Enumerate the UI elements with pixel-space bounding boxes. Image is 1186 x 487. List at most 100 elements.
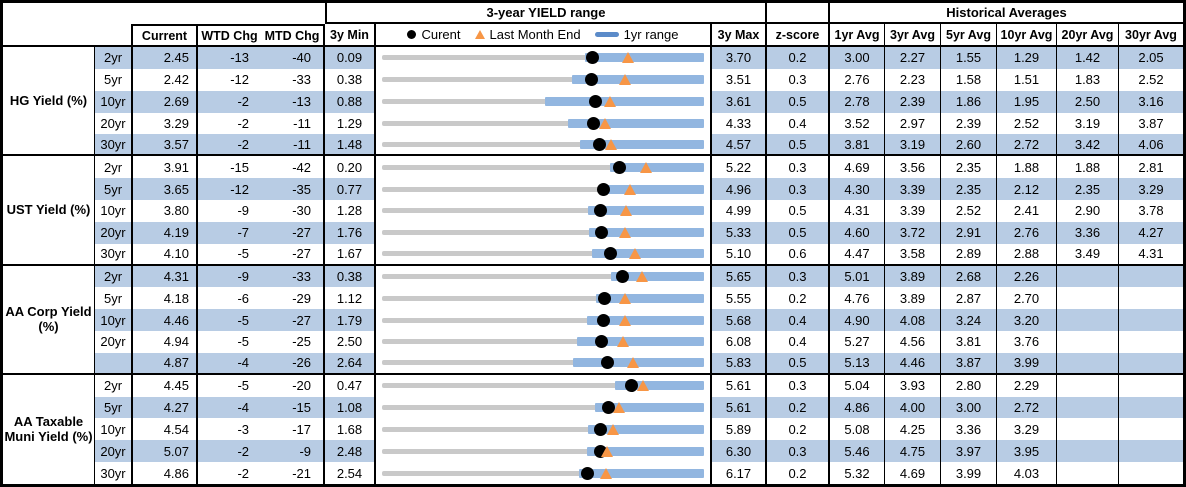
- 3yr-avg-cell: 4.56: [885, 331, 941, 353]
- 3y-min-cell: 1.68: [325, 418, 376, 441]
- 1yr-range-bar: [586, 446, 704, 456]
- 30yr-avg-cell: [1119, 396, 1183, 419]
- 5yr-avg-cell: 3.00: [941, 396, 997, 419]
- tenor-cell: 30yr: [95, 243, 133, 266]
- mtd-chg-cell: -17: [261, 418, 325, 441]
- z-score-cell: 0.4: [767, 331, 830, 353]
- 5yr-avg-cell: 3.87: [941, 352, 997, 375]
- 3y-range-track: [382, 55, 704, 61]
- col-header-3yr-avg: 3yr Avg: [885, 24, 941, 47]
- 30yr-avg-cell: [1119, 331, 1183, 353]
- 5yr-avg-cell: 2.60: [941, 134, 997, 157]
- current-value-cell: 4.86: [133, 462, 198, 484]
- 1yr-range-bar: [585, 53, 704, 63]
- 3y-range-track: [382, 164, 704, 170]
- 20yr-avg-cell: [1057, 440, 1119, 463]
- wtd-chg-cell: -2: [237, 465, 249, 481]
- 20yr-avg-cell: [1057, 396, 1119, 419]
- current-value-cell: 4.10: [133, 243, 198, 266]
- 1yr-avg-cell: 3.00: [830, 47, 885, 69]
- mtd-chg-cell: -25: [261, 331, 325, 353]
- 3y-min-cell: 1.12: [325, 287, 376, 310]
- 5yr-avg-cell: 2.52: [941, 199, 997, 222]
- tenor-cell: 2yr: [95, 265, 133, 288]
- range-dash-icon: [594, 32, 619, 37]
- wtd-chg-cell: -9: [237, 203, 249, 219]
- month-end-triangle-marker: [620, 205, 633, 217]
- current-dot-marker: [596, 182, 610, 196]
- 3y-range-track: [382, 295, 704, 301]
- month-end-triangle-marker: [626, 357, 639, 369]
- month-end-triangle-marker: [604, 138, 617, 150]
- 30yr-avg-cell: [1119, 309, 1183, 332]
- z-score-cell: 0.3: [767, 265, 830, 288]
- 1yr-range-bar: [568, 118, 704, 128]
- 5yr-avg-cell: 2.39: [941, 112, 997, 135]
- 3y-min-cell: 1.08: [325, 396, 376, 419]
- 3yr-avg-cell: 3.39: [885, 178, 941, 200]
- 3yr-avg-cell: 2.27: [885, 47, 941, 69]
- current-dot-icon: [407, 30, 417, 39]
- 5yr-avg-cell: 2.89: [941, 243, 997, 266]
- tenor-cell: 20yr: [95, 440, 133, 463]
- 3y-max-cell: 5.55: [712, 287, 767, 310]
- 10yr-avg-cell: 2.29: [997, 374, 1057, 397]
- yield-range-chart: [376, 374, 712, 397]
- tenor-cell: 5yr: [95, 178, 133, 200]
- z-score-cell: 0.3: [767, 374, 830, 397]
- 20yr-avg-cell: [1057, 462, 1119, 484]
- 3yr-avg-cell: 3.39: [885, 199, 941, 222]
- yield-range-chart: [376, 112, 712, 135]
- 10yr-avg-cell: 3.99: [997, 352, 1057, 375]
- month-end-triangle-marker: [621, 52, 634, 64]
- header-blank-left: [3, 24, 133, 47]
- 30yr-avg-cell: 3.87: [1138, 115, 1164, 131]
- 20yr-avg-cell: [1057, 331, 1119, 353]
- 1yr-range-bar: [595, 403, 704, 413]
- 3y-max-cell: 5.89: [712, 418, 767, 441]
- section-label: AA Taxable Muni Yield (%): [3, 374, 95, 484]
- yield-range-chart: [376, 90, 712, 113]
- z-score-cell: 0.3: [767, 68, 830, 91]
- month-end-triangle-marker: [617, 336, 630, 348]
- 10yr-avg-cell: 3.76: [997, 331, 1057, 353]
- 1yr-avg-cell: 5.04: [830, 374, 885, 397]
- 3yr-avg-cell: 4.69: [885, 462, 941, 484]
- 10yr-avg-cell: 2.12: [997, 178, 1057, 200]
- 10yr-avg-cell: 3.29: [997, 418, 1057, 441]
- yield-range-chart: [376, 134, 712, 157]
- 10yr-avg-cell: 1.95: [997, 90, 1057, 113]
- z-score-cell: 0.5: [767, 352, 830, 375]
- col-header-1yr-avg: 1yr Avg: [830, 24, 885, 47]
- 1yr-avg-cell: 5.13: [830, 352, 885, 375]
- 10yr-avg-cell: 2.72: [997, 134, 1057, 157]
- 20yr-avg-cell: [1057, 287, 1119, 310]
- 5yr-avg-cell: 3.24: [941, 309, 997, 332]
- current-value-cell: 4.45: [133, 374, 198, 397]
- mtd-chg-cell: -40: [261, 47, 325, 69]
- 1yr-avg-cell: 2.78: [830, 90, 885, 113]
- 1yr-range-bar: [577, 337, 704, 347]
- 30yr-avg-cell: 4.31: [1119, 244, 1183, 266]
- yield-range-chart: [376, 352, 712, 375]
- wtd-chg-cell: -9: [198, 265, 261, 288]
- mtd-chg-cell: -13: [261, 90, 325, 113]
- 3yr-avg-cell: 2.97: [885, 112, 941, 135]
- yield-range-chart: [376, 68, 712, 91]
- 1yr-avg-cell: 4.31: [830, 199, 885, 222]
- tenor-cell: 2yr: [95, 156, 133, 179]
- 1yr-avg-cell: 4.30: [830, 178, 885, 200]
- 3y-min-cell: 0.38: [325, 265, 376, 288]
- 20yr-avg-cell: 2.35: [1057, 178, 1119, 200]
- yield-range-chart: [376, 243, 712, 266]
- 3y-min-cell: 1.79: [325, 309, 376, 332]
- month-end-triangle-marker: [607, 423, 620, 435]
- 1yr-range-bar: [610, 162, 704, 172]
- 30yr-avg-cell: [1119, 265, 1183, 288]
- 30yr-avg-cell: [1119, 440, 1183, 463]
- 30yr-avg-cell: [1119, 375, 1183, 397]
- 3y-range-track: [382, 383, 704, 389]
- 1yr-range-bar: [596, 293, 704, 303]
- wtd-chg-cell: -5: [237, 378, 249, 394]
